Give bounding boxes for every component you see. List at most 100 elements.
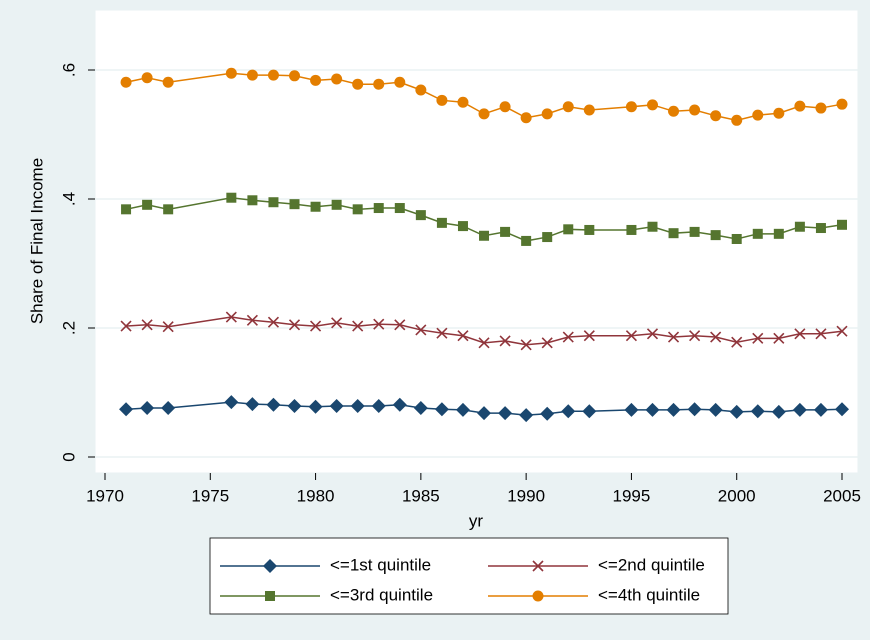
marker [563, 224, 574, 235]
marker [668, 228, 679, 239]
marker [519, 408, 534, 423]
marker [287, 399, 302, 414]
marker [689, 226, 700, 237]
marker [710, 331, 722, 343]
y-tick-label: .4 [59, 192, 78, 206]
marker [729, 404, 744, 419]
plot-area [94, 9, 859, 474]
x-tick-label: 1990 [507, 486, 545, 505]
marker [350, 399, 365, 414]
marker [267, 69, 279, 81]
marker [246, 69, 258, 81]
marker [645, 402, 660, 417]
marker [415, 324, 427, 336]
x-tick-label: 2000 [718, 486, 756, 505]
marker [308, 399, 323, 414]
marker [289, 70, 301, 82]
x-tick-label: 1975 [191, 486, 229, 505]
marker [289, 199, 300, 210]
y-axis-title: Share of Final Income [27, 158, 46, 324]
marker [540, 406, 555, 421]
marker [331, 317, 343, 329]
marker [582, 404, 597, 419]
marker [792, 402, 807, 417]
marker [394, 203, 405, 214]
marker [415, 210, 426, 221]
marker [245, 397, 260, 412]
marker [752, 228, 763, 239]
marker [710, 110, 722, 122]
marker [373, 78, 385, 90]
marker [815, 328, 827, 340]
marker [710, 230, 721, 241]
marker [836, 98, 848, 110]
marker [436, 217, 447, 228]
marker [646, 99, 658, 111]
legend-box [209, 537, 729, 615]
marker [436, 94, 448, 106]
marker [584, 224, 595, 235]
marker [478, 108, 490, 120]
x-tick-label: 1970 [86, 486, 124, 505]
marker [267, 316, 280, 328]
marker [562, 101, 574, 113]
marker [162, 321, 174, 333]
marker [583, 104, 595, 116]
marker [771, 404, 786, 419]
marker [794, 100, 806, 112]
marker [455, 402, 470, 417]
legend-label: <=2nd quintile [598, 555, 705, 574]
marker [541, 108, 553, 120]
marker [626, 224, 637, 235]
marker [457, 330, 469, 342]
marker [266, 397, 281, 412]
marker [329, 399, 344, 414]
marker [163, 204, 174, 215]
marker [477, 406, 492, 421]
marker [415, 84, 427, 96]
marker [331, 73, 343, 85]
marker [773, 107, 785, 119]
marker [498, 406, 513, 421]
marker [434, 402, 449, 417]
marker [521, 235, 532, 246]
marker [813, 402, 828, 417]
marker [837, 219, 847, 230]
marker [646, 328, 659, 340]
series-line [126, 316, 843, 346]
marker [413, 400, 428, 415]
marker [310, 320, 322, 332]
marker [247, 195, 258, 206]
legend-label: <=3rd quintile [330, 585, 433, 604]
legend-label: <=4th quintile [598, 585, 700, 604]
marker [225, 311, 237, 323]
marker [668, 105, 680, 117]
marker [331, 199, 342, 210]
marker [520, 112, 532, 124]
marker [121, 204, 132, 215]
legend: <=1st quintile <=2nd quintile <=3rd quinti… [209, 537, 729, 615]
marker [773, 228, 784, 239]
y-tick-label: .6 [59, 63, 78, 77]
marker [731, 233, 742, 244]
x-axis-title: yr [469, 511, 484, 530]
marker [352, 204, 363, 215]
marker [457, 96, 469, 108]
marker [373, 203, 384, 214]
marker [500, 226, 511, 237]
marker [625, 330, 637, 342]
marker [141, 72, 153, 84]
marker [815, 223, 826, 234]
marker [141, 319, 153, 331]
marker [352, 320, 364, 332]
marker [624, 402, 639, 417]
marker [731, 114, 743, 126]
marker [689, 104, 701, 116]
marker [120, 320, 132, 332]
x-tick-label: 2005 [823, 486, 861, 505]
marker [310, 74, 322, 86]
marker [352, 78, 364, 90]
marker [532, 590, 544, 602]
marker [479, 230, 490, 241]
